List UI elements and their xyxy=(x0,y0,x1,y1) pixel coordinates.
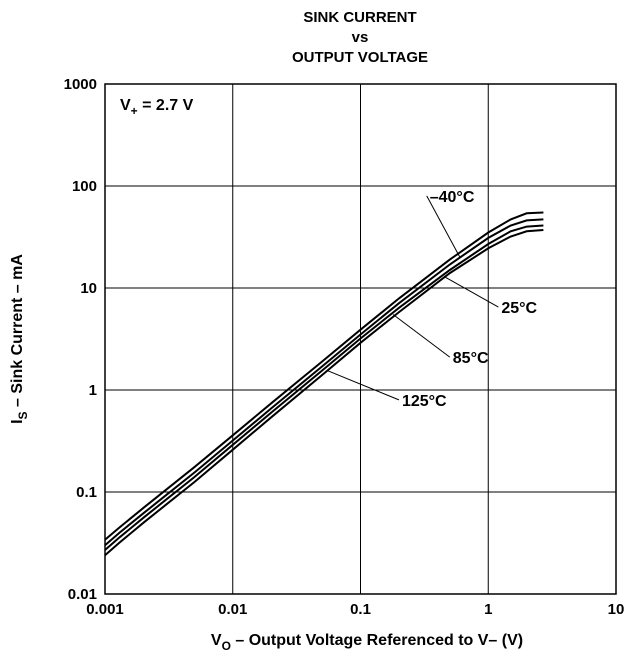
chart-title-line-2: vs xyxy=(352,29,369,46)
leader-line-125-c xyxy=(327,370,400,401)
y-tick-label-3: 10 xyxy=(80,280,97,297)
annotation-125-c: 125°C xyxy=(402,393,447,410)
annotation-labels: –40°C 25°C 85°C 125°C xyxy=(402,189,538,410)
series-lines xyxy=(104,211,544,556)
annotation-85-c: 85°C xyxy=(453,350,489,367)
y-tick-label-4: 100 xyxy=(72,178,97,195)
x-tick-label-1: 0.01 xyxy=(218,601,247,618)
y-axis-label: IS – Sink Current – mA xyxy=(9,254,30,424)
plot-frame xyxy=(104,83,617,595)
y-tick-label-0: 0.01 xyxy=(68,586,97,603)
supply-condition-label: V+ = 2.7 V xyxy=(120,97,194,118)
leader-line-85-c xyxy=(392,314,451,358)
annotation-25-c: 25°C xyxy=(501,300,537,317)
x-tick-labels: 0.001 0.01 0.1 1 10 xyxy=(86,601,624,618)
chart-title-line-3: OUTPUT VOLTAGE xyxy=(292,49,428,66)
leader-line-40-c xyxy=(426,195,461,258)
leader-line-25-c xyxy=(443,275,499,308)
annotation-40-c: –40°C xyxy=(430,189,475,206)
annotation-leaders xyxy=(327,195,499,401)
y-tick-label-2: 1 xyxy=(89,382,97,399)
series-line-40-c xyxy=(104,211,544,541)
chart-title-line-1: SINK CURRENT xyxy=(303,9,416,26)
y-tick-labels: 0.01 0.1 1 10 100 1000 xyxy=(64,76,97,603)
series-line-25-c xyxy=(104,218,544,547)
condition-box xyxy=(108,87,232,121)
x-tick-label-4: 10 xyxy=(608,601,625,618)
chart-title: SINK CURRENT vs OUTPUT VOLTAGE xyxy=(292,9,428,66)
y-tick-label-5: 1000 xyxy=(64,76,97,93)
x-tick-label-3: 1 xyxy=(484,601,492,618)
series-line-85-c xyxy=(104,224,544,551)
x-tick-label-0: 0.001 xyxy=(86,601,124,618)
x-tick-label-2: 0.1 xyxy=(350,601,371,618)
x-axis-label: VO – Output Voltage Referenced to V– (V) xyxy=(211,632,523,653)
series-line-125-c xyxy=(104,229,544,556)
y-tick-label-1: 0.1 xyxy=(76,484,97,501)
